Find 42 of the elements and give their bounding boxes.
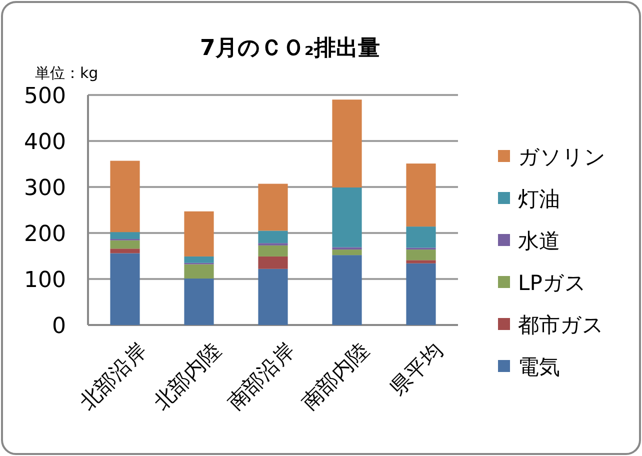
bar [110, 248, 140, 254]
chart-title: 7月のＣＯ₂排出量 [200, 36, 380, 61]
y-tick-label: 300 [24, 176, 66, 201]
legend-label: 灯油 [518, 187, 560, 211]
bar [332, 255, 362, 325]
y-tick-label: 200 [24, 222, 66, 247]
x-tick-label: 南部内陸 [296, 338, 374, 415]
bar [258, 256, 288, 269]
bar [406, 226, 436, 248]
y-tick-label: 0 [52, 314, 66, 339]
bar [258, 245, 288, 256]
bar [332, 250, 362, 256]
legend-label: 都市ガス [518, 313, 604, 337]
bar [406, 263, 436, 325]
bar [110, 240, 140, 249]
bar [110, 160, 140, 232]
legend-label: 水道 [518, 229, 560, 253]
bar [258, 184, 288, 231]
bar [184, 256, 214, 263]
legend-label: 電気 [518, 355, 560, 379]
bar [258, 268, 288, 325]
bar [184, 278, 214, 325]
bar [258, 230, 288, 244]
legend-label: LPガス [518, 271, 586, 295]
bar [184, 264, 214, 279]
x-tick-label: 県平均 [386, 338, 448, 400]
legend-label: ガソリン [518, 145, 606, 169]
bar [110, 232, 140, 239]
x-tick-label: 北部内陸 [148, 338, 226, 415]
y-axis-title: 単位：kg [35, 64, 98, 82]
bar [332, 187, 362, 248]
bar [332, 100, 362, 188]
y-tick-label: 100 [24, 268, 66, 293]
y-tick-label: 500 [24, 84, 66, 109]
bar [184, 211, 214, 256]
x-tick-label: 南部沿岸 [222, 338, 300, 415]
bar [406, 164, 436, 227]
bar [406, 260, 436, 264]
bar [110, 253, 140, 325]
x-tick-label: 北部沿岸 [74, 338, 152, 415]
y-tick-label: 400 [24, 130, 66, 155]
bar [406, 250, 436, 260]
